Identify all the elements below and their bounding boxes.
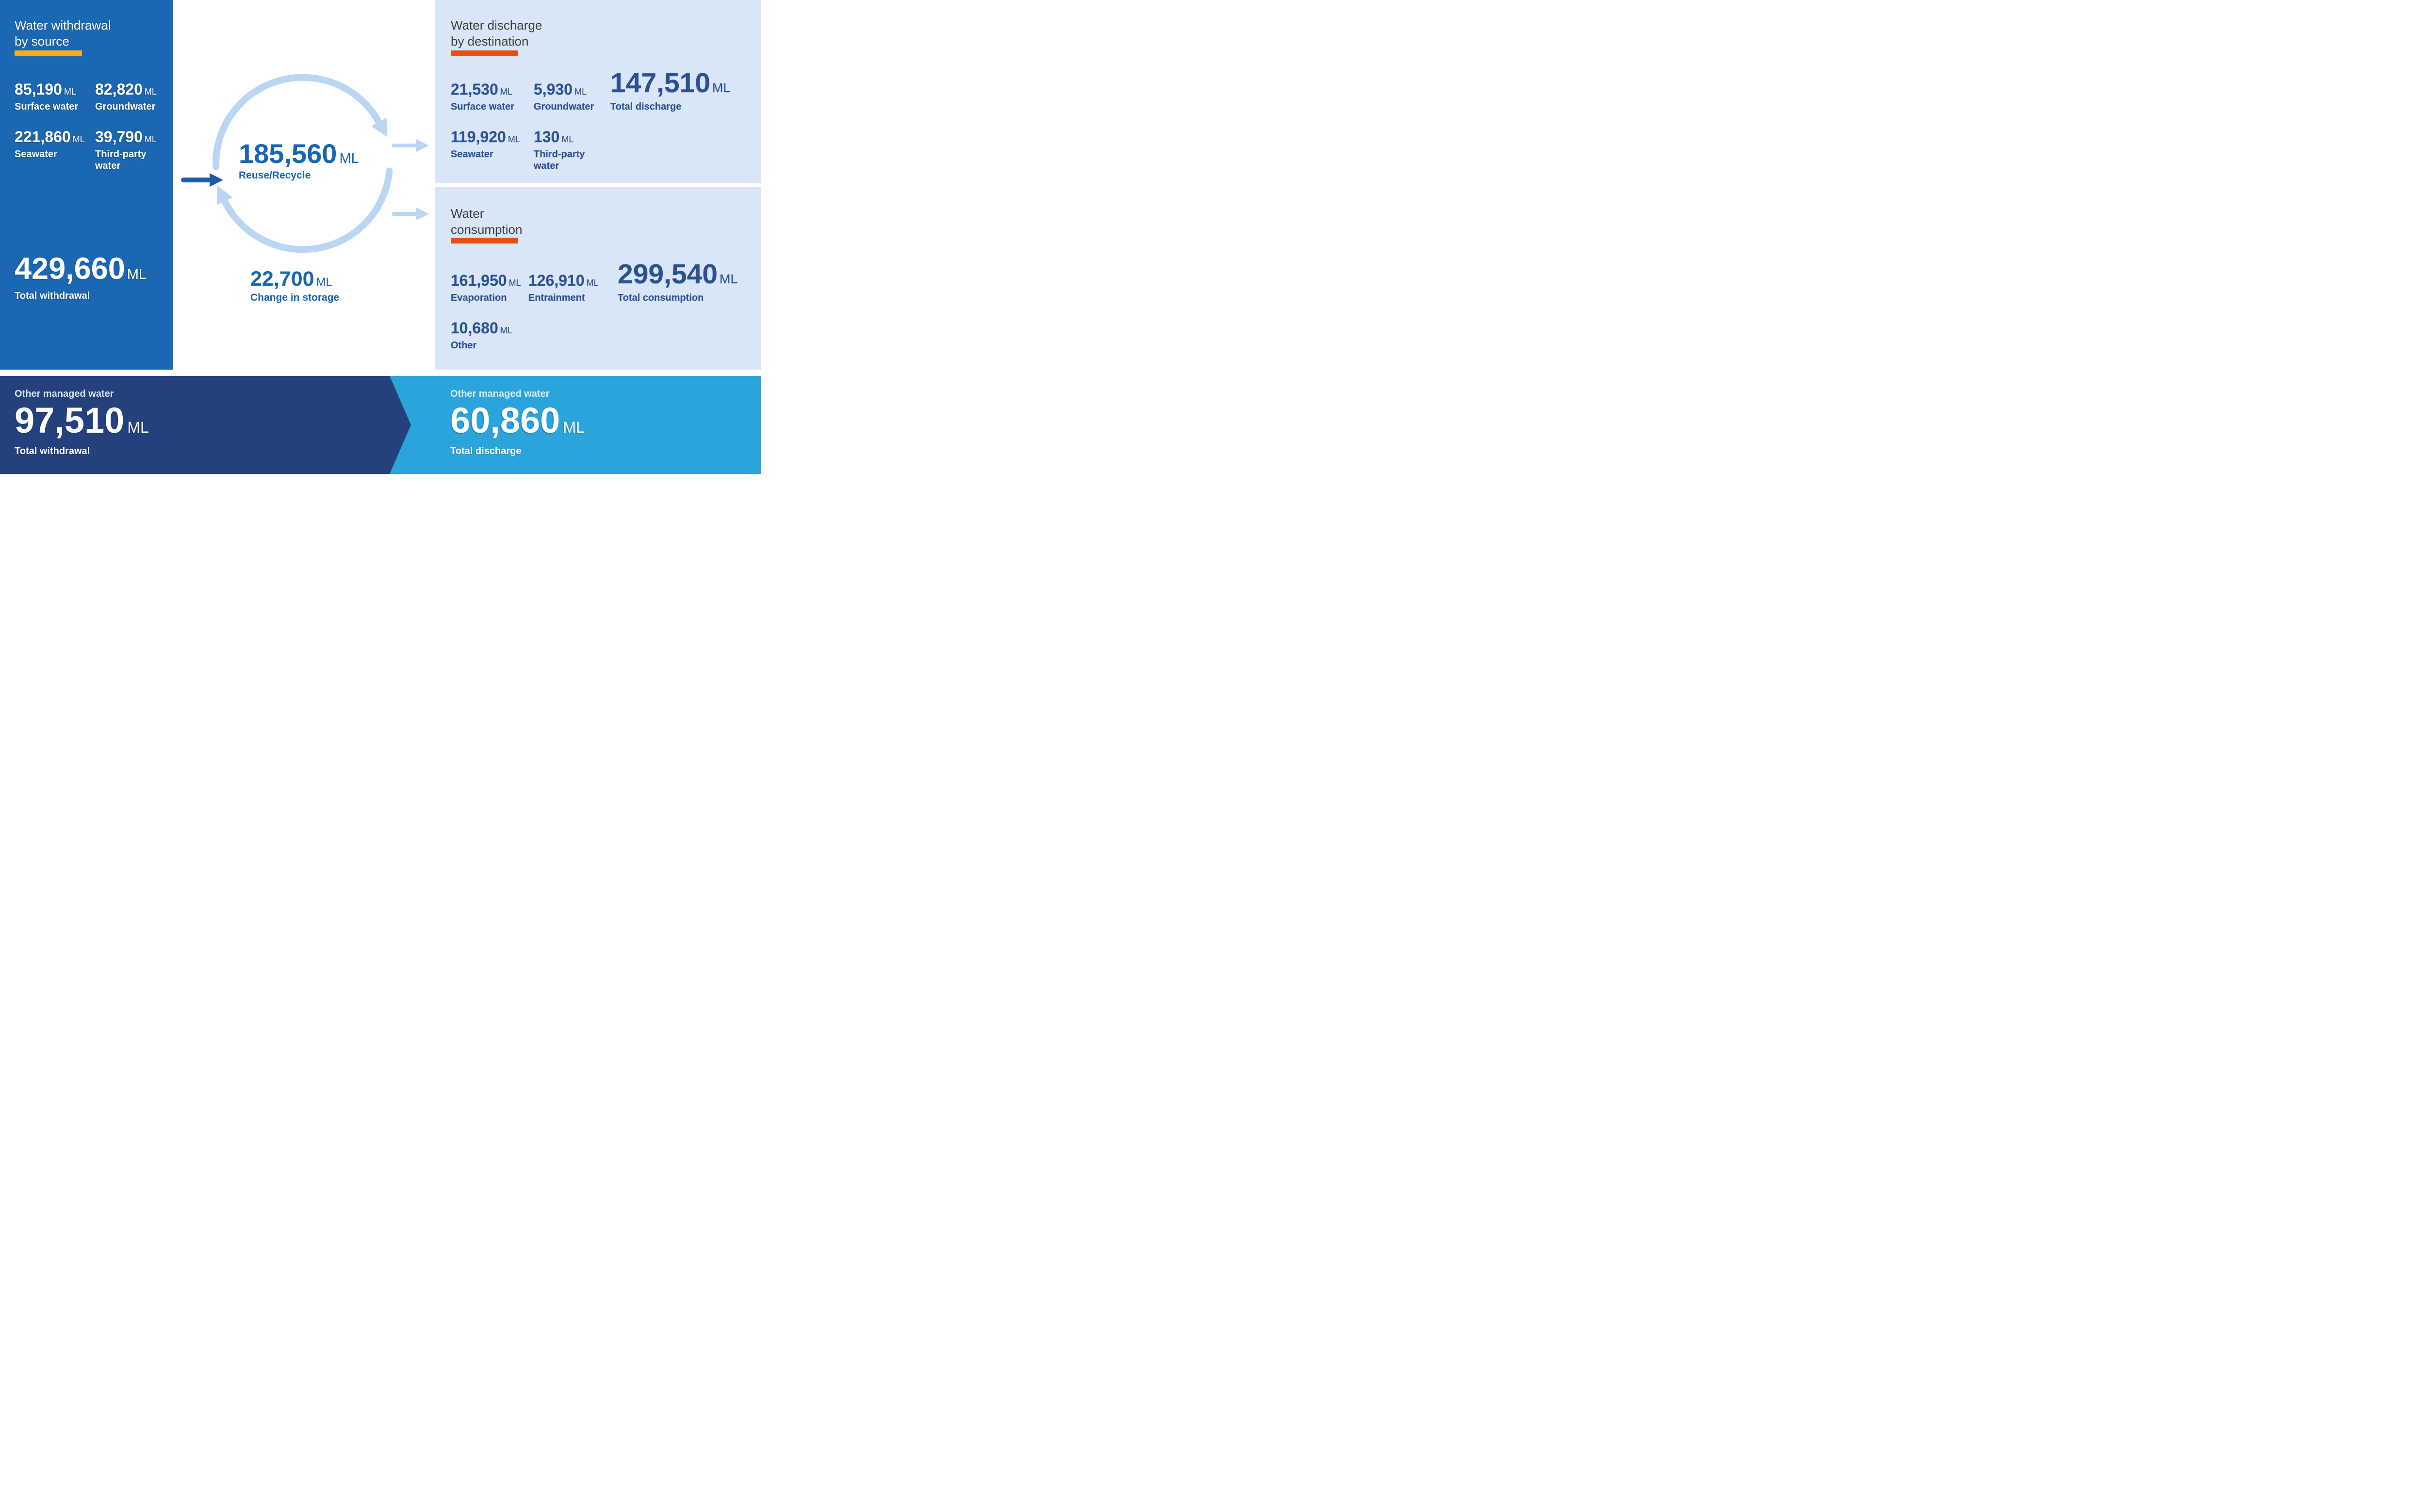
stat-reuse-recycle: 185,560 ML [239,138,359,169]
navy-chevron-shape [0,376,411,474]
orange-accent-bar [451,50,518,56]
consumption-title-line1: Water [451,206,484,221]
stat-value: 10,680 ML [451,319,512,337]
consumption-title-line2: consumption [451,222,523,237]
stat-third-party-discharge: 130 ML Third-party water [534,128,598,172]
stat-label: Entrainment [528,293,585,303]
stat-label: Total discharge [610,101,682,112]
orange-accent-bar [451,238,518,244]
yellow-accent-bar [15,50,82,56]
other-managed-water-band: Other managed water 97,510 ML Total withd… [0,376,761,474]
withdrawal-title-line1: Water withdrawal [15,18,111,33]
stat-value: 221,860 ML [15,128,85,146]
band-heading: Other managed water [15,389,114,399]
stat-value: 82,820 ML [95,81,157,98]
stat-value: 119,920 ML [451,128,520,146]
discharge-title-line1: Water discharge [451,18,542,33]
stat-other-consumption: 10,680 ML Other [451,319,512,351]
change-in-storage-label: Change in storage [250,292,340,303]
stat-total-withdrawal: 429,660 ML Total withdrawal [15,252,147,302]
stat-label: Other [451,340,477,351]
band-value: 97,510 ML [15,400,149,440]
stat-value: 161,950 ML [451,272,521,289]
stat-seawater-discharge: 119,920 ML Seawater [451,128,520,160]
stat-value: 130 ML [534,128,574,146]
stat-value: 147,510 ML [610,67,731,98]
reuse-recycle-label: Reuse/Recycle [239,170,311,181]
stat-value: 39,790 ML [95,128,157,146]
stat-value: 126,910 ML [528,272,599,289]
stat-label: Surface water [451,101,515,112]
stat-third-party-withdrawal: 39,790 ML Third-party water [95,128,159,172]
stat-value: 85,190 ML [15,81,76,98]
stat-change-in-storage: 22,700 ML [250,267,332,291]
stat-entrainment: 126,910 ML Entrainment [528,272,599,304]
stat-label: Total withdrawal [15,291,90,301]
stat-label: Surface water [15,101,79,112]
withdrawal-title-line2: by source [15,34,69,49]
consumption-panel-title: Water consumption [451,206,522,238]
withdrawal-panel-title: Water withdrawal by source [15,17,111,49]
stat-evaporation: 161,950 ML Evaporation [451,272,521,304]
stat-value: 5,930 ML [534,81,587,98]
band-value: 60,860 ML [450,400,585,440]
stat-label: Third-party water [534,149,585,171]
reuse-cycle-bottom-arc-icon [221,167,393,253]
band-heading: Other managed water [450,389,550,399]
water-balance-infographic: Water withdrawal by source 85,190 ML Surf… [0,0,761,474]
stat-value: 21,530 ML [451,81,512,98]
outflow-arrow-consumption-head-icon [416,208,429,220]
discharge-title-line2: by destination [451,34,529,49]
stat-seawater-withdrawal: 221,860 ML Seawater [15,128,85,160]
stat-label: Seawater [15,149,57,160]
outflow-arrow-discharge-head-icon [416,139,429,152]
stat-label: Third-party water [95,149,147,171]
reuse-cycle-top-arrowhead-icon [371,117,388,137]
inflow-arrow-head-icon [210,173,223,187]
stat-total-consumption: 299,540 ML Total consumption [618,259,738,304]
band-label: Total withdrawal [15,446,90,456]
stat-value: 299,540 ML [618,259,738,290]
discharge-panel: Water discharge by destination 21,530 ML … [435,0,761,183]
discharge-panel-title: Water discharge by destination [451,17,542,49]
withdrawal-panel: Water withdrawal by source 85,190 ML Surf… [0,0,173,370]
stat-label: Groundwater [95,101,156,112]
stat-label: Evaporation [451,293,507,303]
band-label: Total discharge [450,446,522,456]
stat-surface-water-withdrawal: 85,190 ML Surface water [15,81,78,113]
stat-label: Groundwater [534,101,594,112]
consumption-panel: Water consumption 161,950 ML Evaporation … [435,187,761,370]
stat-groundwater-discharge: 5,930 ML Groundwater [534,81,594,113]
stat-value: 429,660 ML [15,252,147,286]
stat-surface-water-discharge: 21,530 ML Surface water [451,81,514,113]
reuse-cycle-bottom-arrowhead-icon [216,185,233,205]
stat-label: Seawater [451,149,493,160]
stat-groundwater-withdrawal: 82,820 ML Groundwater [95,81,157,113]
stat-label: Total consumption [618,293,704,303]
stat-total-discharge: 147,510 ML Total discharge [610,68,731,113]
